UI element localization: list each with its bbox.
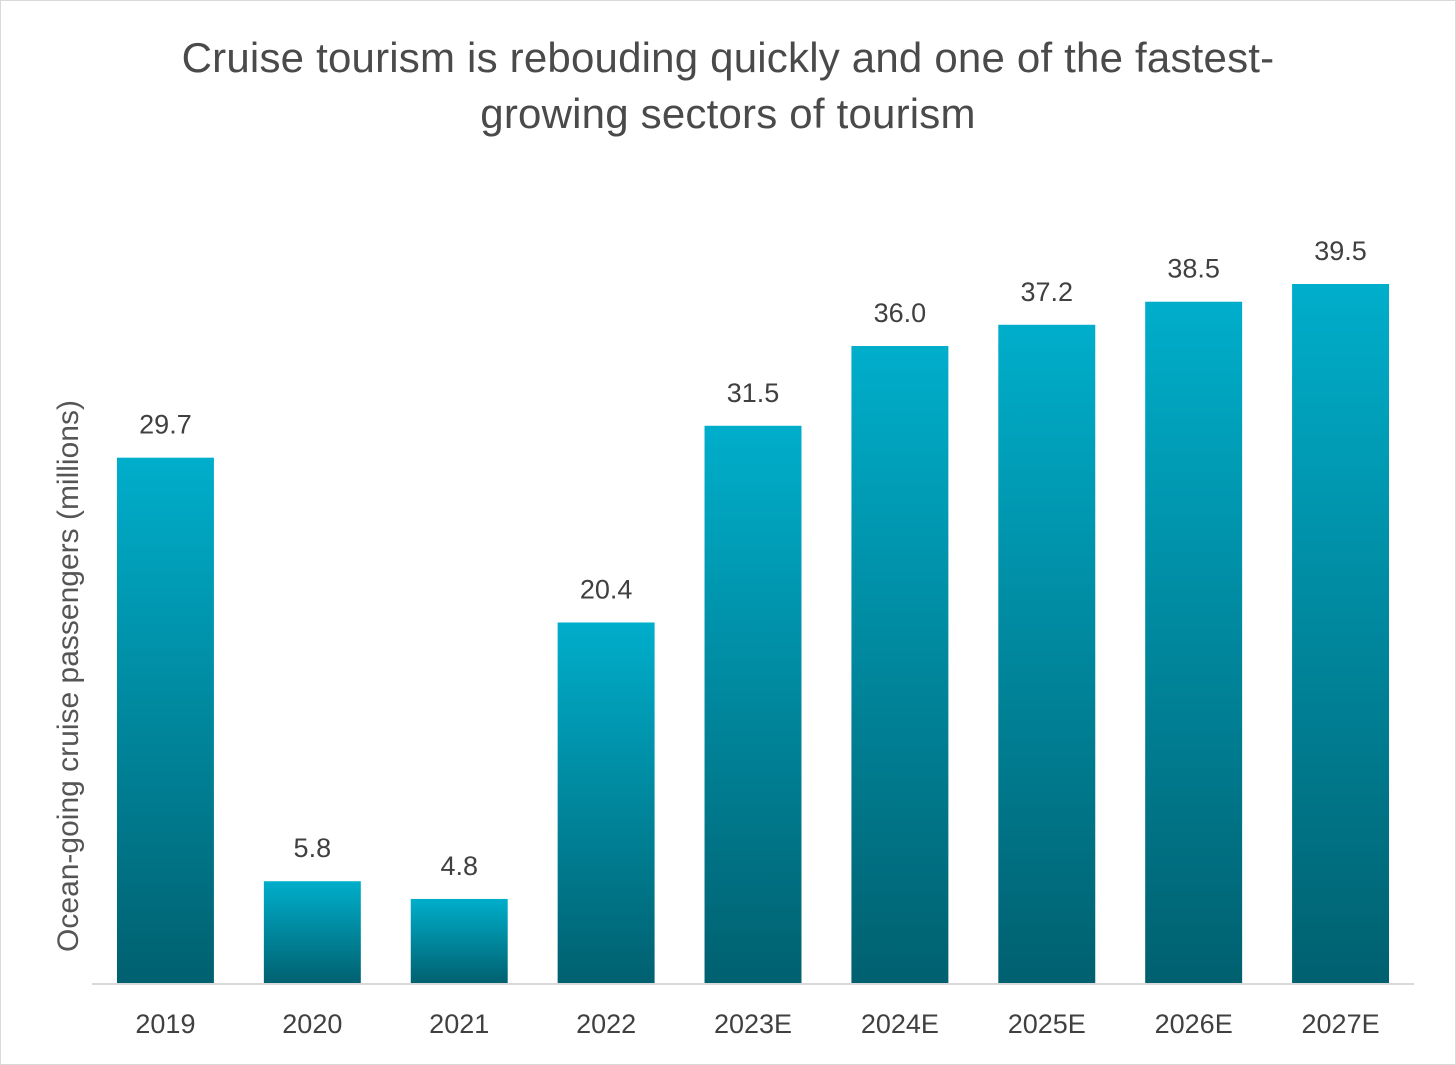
bar-2019 [116, 457, 214, 984]
data-labels: 29.7 5.8 4.8 20.4 31.5 36.0 37.2 38.5 39.5 [139, 236, 1367, 881]
x-tick-label-2025e: 2025E [1008, 1009, 1086, 1039]
x-tick-label-2024e: 2024E [861, 1009, 939, 1039]
x-tick-label-2026e: 2026E [1155, 1009, 1233, 1039]
data-label-2021: 4.8 [440, 851, 478, 881]
bar-2024e [851, 346, 949, 984]
bar-2021 [410, 898, 508, 984]
data-label-2027e: 39.5 [1314, 236, 1367, 266]
x-tick-label-2019: 2019 [135, 1009, 195, 1039]
x-tick-label-2021: 2021 [429, 1009, 489, 1039]
y-axis-title: Ocean-going cruise passengers (millions) [52, 400, 85, 952]
bars [116, 284, 1390, 985]
bar-2025e [998, 324, 1096, 984]
chart-title-line-2: growing sectors of tourism [480, 90, 976, 137]
data-label-2026e: 38.5 [1167, 254, 1220, 284]
chart-title-line-1: Cruise tourism is rebouding quickly and … [181, 34, 1275, 81]
x-tick-label-2020: 2020 [282, 1009, 342, 1039]
data-label-2019: 29.7 [139, 410, 192, 440]
data-label-2022: 20.4 [580, 574, 633, 604]
bar-2023e [704, 425, 802, 984]
bar-2027e [1292, 284, 1390, 984]
bar-2026e [1145, 301, 1243, 985]
x-tick-label-2022: 2022 [576, 1009, 636, 1039]
x-axis-tick-labels: 2019 2020 2021 2022 2023E 2024E 2025E 2026E 2027… [135, 1009, 1379, 1039]
data-label-2020: 5.8 [294, 833, 332, 863]
data-label-2024e: 36.0 [874, 298, 927, 328]
bar-2020 [263, 881, 361, 984]
data-label-2023e: 31.5 [727, 378, 780, 408]
bar-2022 [557, 622, 655, 984]
data-label-2025e: 37.2 [1020, 277, 1073, 307]
x-tick-label-2027e: 2027E [1302, 1009, 1380, 1039]
x-tick-label-2023e: 2023E [714, 1009, 792, 1039]
chart-title: Cruise tourism is rebouding quickly and … [0, 30, 1456, 142]
